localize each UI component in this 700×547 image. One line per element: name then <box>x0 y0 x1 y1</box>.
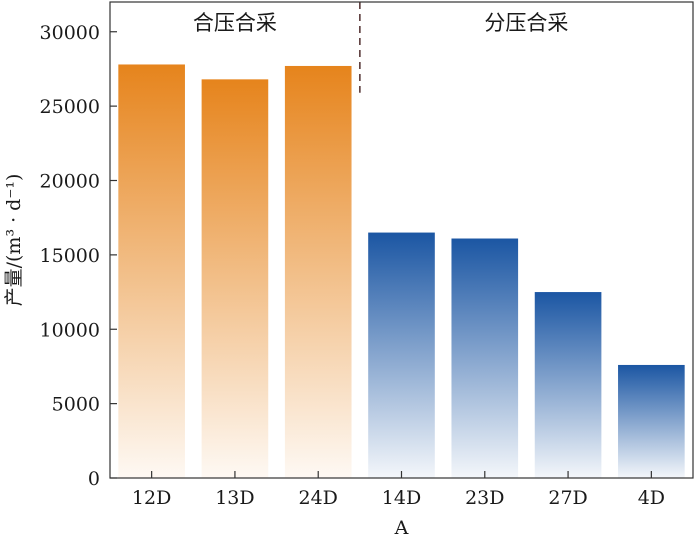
y-tick-label: 10000 <box>40 319 100 341</box>
bar-13D <box>201 79 269 478</box>
bar-24D <box>284 65 352 479</box>
y-tick-label: 25000 <box>40 96 100 118</box>
x-tick-label: 13D <box>215 487 254 509</box>
y-tick-label: 0 <box>88 468 100 490</box>
bar-12D <box>118 64 185 478</box>
y-tick-label: 30000 <box>40 22 100 44</box>
group-label-separate: 分压合采 <box>484 11 568 35</box>
x-tick-label: 14D <box>382 487 421 509</box>
bar-4D <box>618 364 685 478</box>
bars-layer <box>118 64 685 479</box>
y-tick-label: 15000 <box>40 245 100 267</box>
y-tick-label: 5000 <box>52 394 100 416</box>
group-label-combined: 合压合采 <box>193 11 277 35</box>
x-tick-label: 23D <box>465 487 504 509</box>
x-tick-label: 4D <box>638 487 665 509</box>
bar-23D <box>451 238 519 478</box>
x-tick-label: 24D <box>299 487 338 509</box>
x-axis-title: A <box>394 517 409 539</box>
x-axis: 12D 13D 24D 14D 23D 27D 4D <box>132 471 665 509</box>
y-tick-label: 20000 <box>40 171 100 193</box>
x-tick-label: 27D <box>548 487 587 509</box>
bar-14D <box>368 232 435 478</box>
y-axis-title: 产量/(m³ · d⁻¹) <box>3 174 25 307</box>
y-axis: 0 5000 10000 15000 20000 25000 30000 <box>40 22 117 490</box>
x-tick-label: 12D <box>132 487 171 509</box>
bar-27D <box>534 292 602 478</box>
